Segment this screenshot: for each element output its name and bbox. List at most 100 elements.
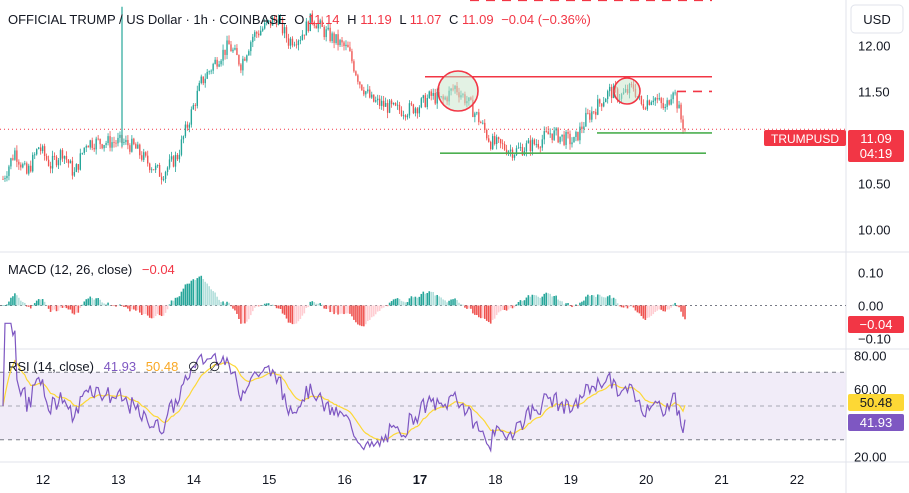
- macd-bar: [119, 304, 121, 306]
- macd-bar: [549, 293, 551, 306]
- candle-body: [232, 49, 234, 52]
- candle-body: [226, 40, 228, 55]
- macd-bar: [190, 280, 193, 306]
- top-marker-circle-left[interactable]: [437, 70, 479, 112]
- candle-body: [323, 26, 325, 38]
- macd-bar: [291, 305, 294, 325]
- macd-bar: [606, 296, 609, 306]
- candle-body: [10, 158, 12, 167]
- macd-bar: [349, 305, 351, 314]
- rsi-legend-value: 41.93: [104, 359, 137, 374]
- macd-bar: [499, 305, 502, 312]
- open-value: 11.14: [308, 12, 340, 27]
- macd-bar: [257, 305, 260, 307]
- candle-body: [149, 163, 151, 171]
- candle-body: [4, 178, 6, 180]
- macd-bar: [491, 305, 494, 320]
- candle-body: [311, 13, 313, 22]
- macd-bar: [176, 297, 179, 306]
- candle-body: [139, 144, 141, 156]
- candle-body: [361, 84, 363, 91]
- macd-bar: [43, 301, 46, 306]
- candle-body: [281, 18, 284, 34]
- rsi-legend[interactable]: RSI (14, close) 41.93 50.48 ∅ ∅: [8, 359, 220, 374]
- candle-body: [684, 128, 686, 130]
- macd-bar: [37, 299, 40, 306]
- macd-bar: [634, 305, 637, 311]
- candle-body: [6, 175, 8, 179]
- candle-body: [319, 20, 321, 24]
- candle-body: [345, 44, 347, 47]
- rsi-ma-tag: [848, 394, 904, 411]
- macd-bar: [682, 305, 684, 317]
- macd-legend-value: −0.04: [142, 262, 175, 277]
- macd-bar: [618, 305, 621, 307]
- macd-bar: [319, 303, 321, 306]
- candle-body: [262, 28, 264, 31]
- macd-bar: [345, 305, 347, 314]
- macd-bar: [438, 296, 440, 306]
- macd-bar: [105, 303, 107, 306]
- macd-bar: [367, 305, 369, 322]
- macd-bar: [341, 305, 343, 314]
- candle-body: [206, 71, 208, 79]
- macd-bar: [135, 305, 137, 311]
- macd-bar: [378, 305, 381, 311]
- macd-bar: [180, 291, 183, 306]
- macd-bar: [642, 305, 645, 319]
- candle-body: [45, 155, 48, 160]
- macd-bar: [515, 304, 518, 306]
- macd-bar: [170, 300, 173, 306]
- top-marker-circle-right[interactable]: [613, 77, 641, 105]
- candle-body: [190, 109, 193, 125]
- ohlc-legend[interactable]: OFFICIAL TRUMP / US Dollar · 1h · COINBA…: [8, 12, 591, 27]
- macd-tick-label: −0.10: [858, 331, 891, 346]
- time-axis[interactable]: 12 13 14 15 16 17 18 19 20 21 22: [36, 472, 804, 487]
- macd-bar: [670, 305, 672, 308]
- candle-body: [307, 21, 310, 32]
- macd-bar: [380, 305, 383, 309]
- macd-bar: [648, 305, 651, 318]
- candle-body: [170, 156, 173, 160]
- candle-body: [119, 134, 121, 138]
- rsi-axis[interactable]: 80.00 60.00 20.00: [854, 348, 887, 464]
- macd-bar: [117, 305, 119, 306]
- candle-body: [571, 142, 573, 145]
- macd-bar: [525, 297, 528, 306]
- macd-bar: [216, 296, 218, 306]
- candle-body: [430, 91, 432, 96]
- candle-body: [150, 169, 153, 171]
- candle-body: [53, 155, 56, 157]
- candle-body: [549, 133, 551, 135]
- macd-bar: [630, 305, 633, 307]
- macd-bar: [616, 303, 619, 306]
- candle-body: [412, 104, 415, 114]
- macd-bar: [676, 305, 678, 307]
- candle-body: [309, 13, 311, 32]
- candle-body: [295, 44, 298, 46]
- macd-axis[interactable]: 0.10 0.00 −0.10: [858, 265, 891, 346]
- macd-bar: [337, 305, 339, 315]
- macd-legend[interactable]: MACD (12, 26, close) −0.04: [8, 262, 175, 277]
- macd-bar: [178, 296, 181, 306]
- macd-bar: [539, 297, 542, 306]
- last-price-tag: [848, 130, 904, 162]
- rsi-band: [0, 372, 846, 440]
- macd-bar: [376, 305, 379, 312]
- currency-button[interactable]: [850, 4, 904, 34]
- macd-bar: [255, 305, 258, 307]
- macd-bar: [434, 295, 436, 306]
- candle-body: [135, 144, 137, 149]
- macd-bar: [6, 304, 8, 306]
- candle-body: [99, 138, 101, 145]
- rsi-label: RSI (14, close): [8, 359, 94, 374]
- macd-bar: [8, 301, 10, 306]
- candle-body: [503, 144, 506, 150]
- macd-bar: [277, 305, 280, 309]
- candle-body: [365, 91, 367, 95]
- macd-bar: [596, 294, 599, 306]
- candle-body: [363, 90, 365, 95]
- macd-bar: [541, 296, 544, 306]
- candle-body: [285, 27, 288, 39]
